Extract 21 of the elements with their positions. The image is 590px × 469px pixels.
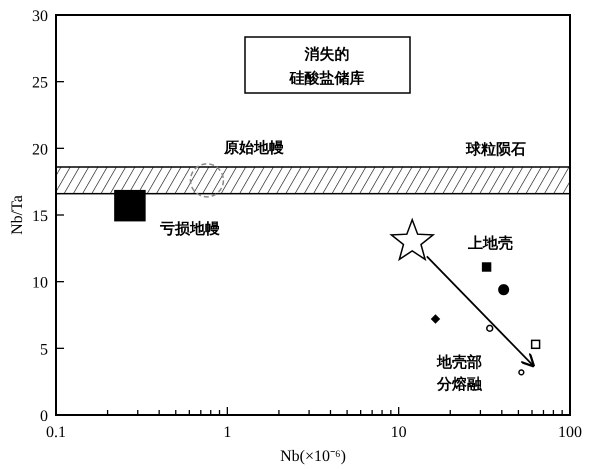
- annotation: 消失的: [304, 45, 350, 63]
- y-tick-label: 10: [32, 274, 48, 292]
- y-tick-label: 0: [40, 408, 48, 425]
- annotation: 分熔融: [437, 375, 482, 393]
- y-tick-label: 20: [32, 141, 48, 158]
- x-axis-title: Nb(×10⁻⁶): [280, 448, 346, 465]
- annotation: 原始地幔: [224, 138, 284, 156]
- annotation: 上地壳: [468, 234, 513, 252]
- annotation: 亏损地幔: [160, 220, 220, 238]
- y-tick-label: 15: [32, 208, 48, 225]
- annotation: 地壳部: [437, 353, 482, 371]
- band-label: 球粒陨石: [466, 140, 526, 158]
- y-tick-label: 5: [40, 341, 48, 358]
- y-tick-label: 30: [32, 8, 48, 25]
- x-tick-label: 1: [223, 424, 232, 441]
- y-axis-title: Nb/Ta: [9, 195, 26, 235]
- annotation: 硅酸盐储库: [290, 69, 364, 87]
- x-tick-label: 10: [390, 424, 407, 441]
- x-tick-label: 0.1: [46, 424, 66, 441]
- x-tick-label: 100: [558, 424, 582, 441]
- y-tick-label: 25: [32, 74, 48, 92]
